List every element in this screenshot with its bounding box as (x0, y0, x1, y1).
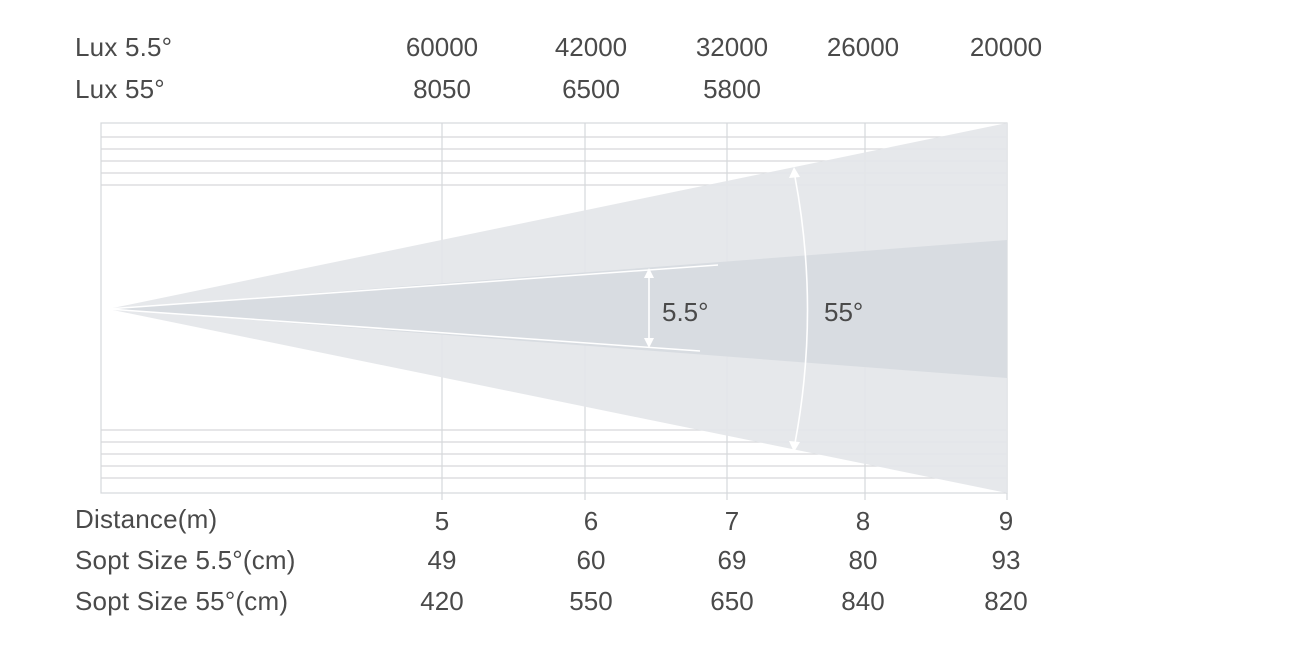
lux-55-value: 6500 (562, 74, 620, 104)
spot-size-5-5-value: 80 (848, 545, 878, 575)
lux-5-5-label: Lux 5.5° (75, 32, 173, 62)
lux-55-value: 5800 (703, 74, 761, 104)
spot-size-55-value: 650 (710, 586, 754, 616)
spot-size-5-5-value: 69 (717, 545, 747, 575)
distance-ticks (441, 493, 1008, 500)
narrow-beam-edges (107, 264, 719, 352)
lux-5-5-value: 26000 (826, 32, 900, 62)
spot-size-5-5-value: 60 (576, 545, 606, 575)
distance-label: Distance(m) (75, 504, 218, 534)
distance-value: 5 (434, 506, 450, 536)
distance-value: 8 (855, 506, 871, 536)
lux-5-5-value: 20000 (969, 32, 1043, 62)
lux-55-value: 8050 (413, 74, 471, 104)
spot-size-5-5-value: 93 (991, 545, 1021, 575)
lux-55-label: Lux 55° (75, 74, 165, 104)
spot-size-55-value: 550 (569, 586, 613, 616)
spot-size-55-value: 840 (841, 586, 885, 616)
spot-size-55-label: Sopt Size 55°(cm) (75, 586, 289, 616)
spot-size-55-value: 420 (420, 586, 464, 616)
spot-size-55-value: 820 (984, 586, 1028, 616)
narrow-angle-label: 5.5° (662, 297, 709, 327)
distance-value: 6 (583, 506, 599, 536)
wide-angle-label: 55° (824, 297, 863, 327)
narrow-angle-arrow (644, 268, 654, 348)
top-grid-lines (101, 136, 1007, 186)
distance-value: 7 (724, 506, 740, 536)
lux-5-5-value: 32000 (695, 32, 769, 62)
distance-value: 9 (998, 506, 1014, 536)
narrow-beam-cone (108, 240, 1007, 378)
lux-5-5-value: 60000 (405, 32, 479, 62)
spot-size-5-5-label: Sopt Size 5.5°(cm) (75, 545, 296, 575)
spot-size-5-5-value: 49 (427, 545, 457, 575)
lux-5-5-value: 42000 (554, 32, 628, 62)
wide-angle-arrow (789, 167, 809, 452)
